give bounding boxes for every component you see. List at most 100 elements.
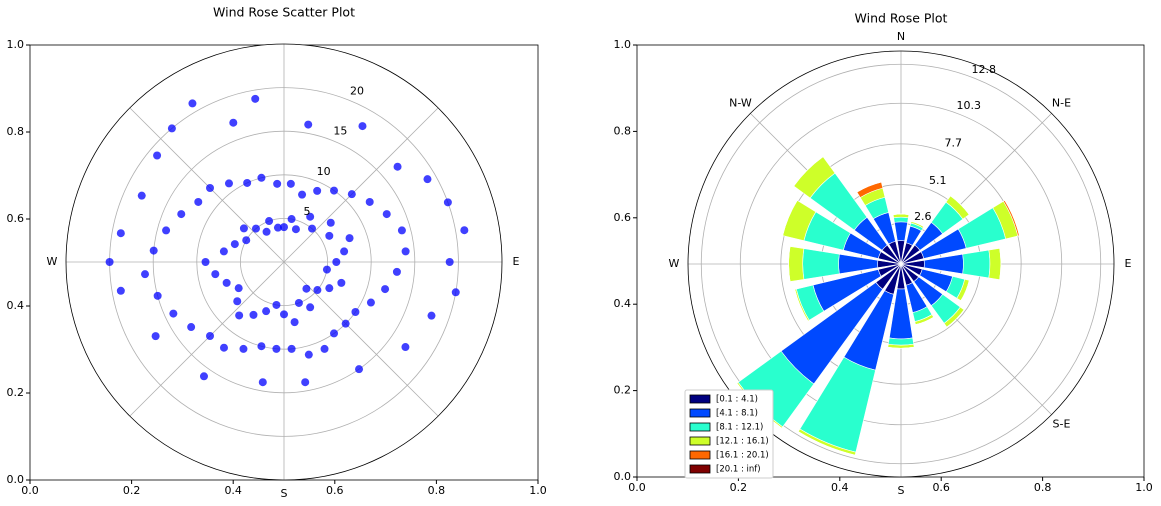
legend-swatch <box>689 450 711 460</box>
x-tick-label: 0.4 <box>831 481 849 494</box>
rose-segment <box>893 216 909 223</box>
scatter-point <box>249 310 258 319</box>
scatter-point <box>325 231 334 240</box>
scatter-point <box>392 267 401 276</box>
scatter-point <box>105 258 114 266</box>
radial-grid-line <box>239 217 328 306</box>
scatter-point <box>257 173 266 182</box>
direction-label: E <box>513 255 520 268</box>
scatter-point <box>304 350 313 359</box>
x-tick-label: 0.8 <box>1034 481 1052 494</box>
scatter-point <box>280 223 288 232</box>
rose-segment <box>887 337 915 346</box>
y-tick-label: 0.4 <box>7 299 25 312</box>
scatter-point <box>199 372 208 381</box>
radial-grid-line <box>739 102 1063 426</box>
scatter-point <box>153 151 162 160</box>
scatter-point <box>304 120 313 129</box>
x-tick-label: 0.0 <box>21 484 39 497</box>
scatter-point <box>187 323 196 332</box>
radial-tick-label: 10 <box>317 165 331 178</box>
scatter-point <box>313 186 322 195</box>
scatter-point <box>393 162 402 171</box>
scatter-point <box>141 270 150 279</box>
scatter-point <box>423 175 432 184</box>
rose-segment <box>893 213 909 215</box>
x-tick-label: 0.2 <box>730 481 748 494</box>
scatter-point <box>242 236 251 245</box>
x-tick-label: 1.0 <box>1135 481 1153 494</box>
scatter-point <box>224 179 233 188</box>
scatter-point <box>445 258 454 266</box>
legend-label: [0.1 : 4.1) <box>716 395 758 405</box>
scatter-point <box>262 307 271 316</box>
angular-grid-line <box>129 261 285 417</box>
scatter-point <box>234 284 243 293</box>
radial-tick-label: 12.8 <box>971 63 996 76</box>
scatter-point <box>287 215 296 224</box>
direction-label: S-E <box>1053 418 1071 431</box>
scatter-point <box>330 186 339 195</box>
scatter-point <box>239 344 248 353</box>
scatter-point <box>345 234 354 243</box>
scatter-point <box>116 229 125 238</box>
x-tick-label: 0.6 <box>326 484 344 497</box>
y-tick-label: 0.0 <box>614 470 632 483</box>
radial-tick-label: 5.1 <box>929 174 947 187</box>
scatter-point <box>366 298 375 307</box>
scatter-point <box>149 246 158 255</box>
y-tick-label: 1.0 <box>7 38 25 51</box>
direction-label: W <box>669 257 680 270</box>
scatter-point <box>298 190 307 199</box>
scatter-point <box>451 288 460 297</box>
scatter-point <box>272 300 281 309</box>
rose-segment <box>798 431 856 456</box>
scatter-point <box>162 226 171 235</box>
scatter-point <box>290 318 299 327</box>
rose-segment <box>788 246 805 282</box>
y-tick-label: 0.8 <box>614 124 632 137</box>
scatter-point <box>229 118 238 127</box>
scatter-point <box>306 212 315 221</box>
x-tick-label: 1.0 <box>529 484 547 497</box>
scatter-point <box>272 344 281 353</box>
radial-grid-line <box>196 174 372 350</box>
y-tick-label: 0.8 <box>7 125 25 138</box>
legend-label: [16.1 : 20.1) <box>716 451 769 461</box>
radial-grid-line <box>700 63 1102 465</box>
scatter-point <box>313 286 322 295</box>
scatter-point <box>326 218 335 227</box>
scatter-point <box>258 378 267 387</box>
scatter-point <box>235 311 244 320</box>
x-tick-label: 0.6 <box>932 481 950 494</box>
scatter-point <box>262 227 271 236</box>
scatter-point <box>206 184 215 193</box>
legend-swatch <box>689 464 711 474</box>
direction-label: W <box>47 255 58 268</box>
chart-title: Wind Rose Plot <box>855 11 948 26</box>
scatter-point <box>287 344 296 353</box>
scatter-point <box>243 178 252 187</box>
scatter-point <box>355 365 364 374</box>
rose-segment <box>988 248 1002 280</box>
scatter-point <box>294 298 303 307</box>
legend-label: [12.1 : 16.1) <box>716 437 769 447</box>
scatter-point <box>251 94 260 103</box>
scatter-point <box>273 179 282 188</box>
scatter-point <box>151 332 160 341</box>
scatter-point <box>167 124 176 133</box>
scatter-point <box>330 329 339 338</box>
legend-swatch <box>689 436 711 446</box>
angular-grid-line <box>283 107 439 263</box>
scatter-point <box>381 285 390 294</box>
scatter-point <box>460 226 469 235</box>
scatter-point <box>322 265 331 274</box>
y-tick-label: 0.6 <box>7 212 25 225</box>
scatter-point <box>169 309 178 318</box>
scatter-point <box>325 284 334 293</box>
radial-tick-label: 10.3 <box>957 99 982 112</box>
scatter-point <box>116 286 125 295</box>
y-tick-label: 1.0 <box>614 38 632 51</box>
scatter-point <box>211 270 220 279</box>
